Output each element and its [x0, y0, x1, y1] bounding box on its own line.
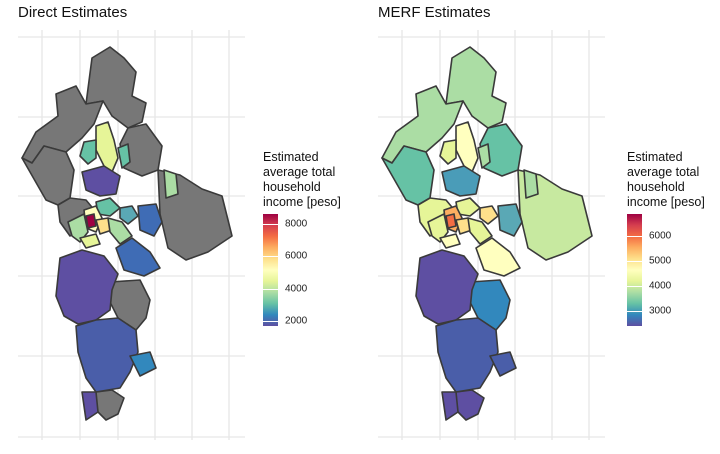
region-far-south	[441, 391, 459, 421]
direct-estimates-panel: Direct Estimates	[18, 4, 341, 440]
colorbar-label: 6000	[649, 230, 672, 242]
colorbar-tick	[627, 236, 642, 238]
panel-title-direct: Direct Estimates	[18, 4, 128, 21]
region-south-small	[455, 389, 485, 421]
colorbar-tick	[263, 288, 278, 290]
region-southeast-blue	[115, 237, 161, 277]
colorbar-direct: 8000 6000 4000 2000	[263, 214, 341, 327]
region-southeast-small-blue	[129, 351, 157, 377]
merf-estimates-map	[378, 30, 605, 440]
region-east-green	[117, 143, 131, 169]
panel-title-merf: MERF Estimates	[378, 4, 491, 21]
colorbar-tick	[263, 223, 278, 225]
colorbar-tick	[627, 286, 642, 288]
colorbar-tick	[627, 311, 642, 313]
region-center-teal	[119, 205, 139, 225]
region-east-teal	[497, 203, 523, 237]
region-south-purple	[415, 249, 479, 325]
region-far-west	[381, 145, 435, 206]
colorbar-label: 5000	[649, 255, 672, 267]
colorbar-label: 2000	[285, 315, 308, 327]
colorbar-label: 3000	[649, 305, 672, 317]
region-southeast-small	[489, 351, 517, 377]
colorbar-merf: 6000 5000 4000 3000	[627, 214, 705, 326]
region-center-red	[85, 213, 97, 229]
colorbar-tick	[263, 256, 278, 258]
region-far-south-purple	[81, 391, 99, 421]
merf-estimates-panel: MERF Estimates	[360, 0, 720, 454]
region-south-blue	[75, 317, 139, 393]
region-east-blue	[137, 203, 163, 237]
region-southwest-light	[79, 233, 101, 249]
region-center-green-2	[107, 217, 133, 245]
region-center-orange	[445, 213, 457, 229]
region-far-east	[523, 169, 539, 199]
region-far-east-light	[163, 169, 179, 199]
colorbar-label: 6000	[285, 250, 308, 262]
colorbar-label: 4000	[649, 280, 672, 292]
legend-direct: Estimated average total household income…	[263, 150, 341, 327]
region-north-green	[439, 139, 457, 165]
region-center-teal	[441, 165, 481, 197]
region-north-light	[95, 121, 119, 173]
region-south-purple	[55, 249, 119, 325]
colorbar-tick	[263, 321, 278, 323]
region-south-nodata	[95, 389, 125, 421]
region-north-light	[455, 121, 479, 173]
region-center-purple	[81, 165, 121, 197]
region-southwest-light	[439, 233, 461, 249]
region-far-west-nodata	[21, 145, 75, 206]
region-south-blue	[435, 317, 499, 393]
colorbar-label: 8000	[285, 218, 308, 230]
region-center-5	[467, 217, 493, 245]
region-southeast-light	[475, 237, 521, 277]
direct-estimates-map	[18, 30, 245, 440]
legend-merf: Estimated average total household income…	[627, 150, 705, 326]
region-east-green	[477, 143, 491, 169]
region-north-green	[79, 139, 97, 165]
legend-title-direct: Estimated average total household income…	[263, 150, 341, 209]
region-center-2	[479, 205, 499, 225]
legend-title-merf: Estimated average total household income…	[627, 150, 705, 209]
colorbar-tick	[627, 261, 642, 263]
colorbar-label: 4000	[285, 283, 308, 295]
